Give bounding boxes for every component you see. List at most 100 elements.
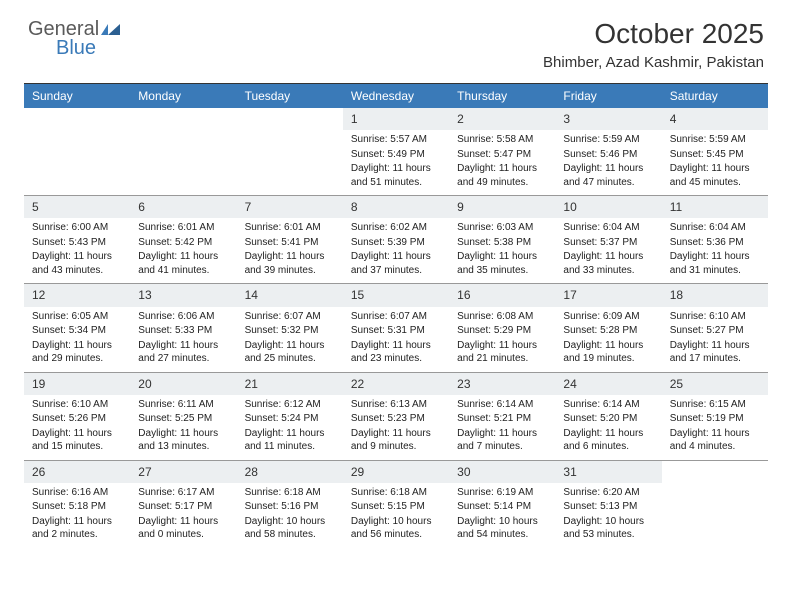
daylight-line: Daylight: 11 hours and 43 minutes.	[32, 250, 122, 277]
cell-body: Sunrise: 6:05 AMSunset: 5:34 PMDaylight:…	[24, 307, 130, 372]
daylight-line: Daylight: 11 hours and 23 minutes.	[351, 339, 441, 366]
week-row: 26Sunrise: 6:16 AMSunset: 5:18 PMDayligh…	[24, 461, 768, 548]
cell-body: Sunrise: 6:00 AMSunset: 5:43 PMDaylight:…	[24, 218, 130, 283]
daylight-line: Daylight: 11 hours and 15 minutes.	[32, 427, 122, 454]
daylight-line: Daylight: 11 hours and 47 minutes.	[563, 162, 653, 189]
sunset-line: Sunset: 5:14 PM	[457, 500, 547, 514]
date-number: 31	[555, 461, 661, 483]
date-number: 29	[343, 461, 449, 483]
calendar-cell	[237, 108, 343, 195]
sunrise-line: Sunrise: 6:01 AM	[138, 221, 228, 235]
cell-body: Sunrise: 6:07 AMSunset: 5:31 PMDaylight:…	[343, 307, 449, 372]
sunrise-line: Sunrise: 6:15 AM	[670, 398, 760, 412]
date-number: 2	[449, 108, 555, 130]
sunset-line: Sunset: 5:39 PM	[351, 236, 441, 250]
sunrise-line: Sunrise: 6:11 AM	[138, 398, 228, 412]
calendar-cell: 28Sunrise: 6:18 AMSunset: 5:16 PMDayligh…	[237, 461, 343, 548]
calendar-cell: 2Sunrise: 5:58 AMSunset: 5:47 PMDaylight…	[449, 108, 555, 195]
sunrise-line: Sunrise: 6:19 AM	[457, 486, 547, 500]
sunset-line: Sunset: 5:28 PM	[563, 324, 653, 338]
calendar-cell: 27Sunrise: 6:17 AMSunset: 5:17 PMDayligh…	[130, 461, 236, 548]
date-number: 12	[24, 284, 130, 306]
calendar-cell: 25Sunrise: 6:15 AMSunset: 5:19 PMDayligh…	[662, 373, 768, 460]
daylight-line: Daylight: 10 hours and 53 minutes.	[563, 515, 653, 542]
sunset-line: Sunset: 5:33 PM	[138, 324, 228, 338]
calendar-cell: 14Sunrise: 6:07 AMSunset: 5:32 PMDayligh…	[237, 284, 343, 371]
sunset-line: Sunset: 5:31 PM	[351, 324, 441, 338]
date-number: 7	[237, 196, 343, 218]
date-number: 16	[449, 284, 555, 306]
date-number: 3	[555, 108, 661, 130]
cell-body: Sunrise: 5:57 AMSunset: 5:49 PMDaylight:…	[343, 130, 449, 195]
cell-body: Sunrise: 6:03 AMSunset: 5:38 PMDaylight:…	[449, 218, 555, 283]
sunrise-line: Sunrise: 6:10 AM	[32, 398, 122, 412]
calendar-cell: 8Sunrise: 6:02 AMSunset: 5:39 PMDaylight…	[343, 196, 449, 283]
daylight-line: Daylight: 11 hours and 0 minutes.	[138, 515, 228, 542]
daylight-line: Daylight: 11 hours and 27 minutes.	[138, 339, 228, 366]
calendar-cell: 1Sunrise: 5:57 AMSunset: 5:49 PMDaylight…	[343, 108, 449, 195]
daylight-line: Daylight: 10 hours and 58 minutes.	[245, 515, 335, 542]
date-number: 15	[343, 284, 449, 306]
daylight-line: Daylight: 11 hours and 29 minutes.	[32, 339, 122, 366]
sunrise-line: Sunrise: 5:59 AM	[670, 133, 760, 147]
day-header-cell: Monday	[130, 84, 236, 108]
date-number: 19	[24, 373, 130, 395]
date-number: 11	[662, 196, 768, 218]
sunrise-line: Sunrise: 6:01 AM	[245, 221, 335, 235]
daylight-line: Daylight: 11 hours and 13 minutes.	[138, 427, 228, 454]
day-header-cell: Friday	[555, 84, 661, 108]
sunrise-line: Sunrise: 6:03 AM	[457, 221, 547, 235]
day-header-cell: Wednesday	[343, 84, 449, 108]
calendar-cell: 15Sunrise: 6:07 AMSunset: 5:31 PMDayligh…	[343, 284, 449, 371]
cell-body: Sunrise: 6:17 AMSunset: 5:17 PMDaylight:…	[130, 483, 236, 548]
daylight-line: Daylight: 11 hours and 2 minutes.	[32, 515, 122, 542]
sunset-line: Sunset: 5:23 PM	[351, 412, 441, 426]
date-number: 27	[130, 461, 236, 483]
daylight-line: Daylight: 11 hours and 7 minutes.	[457, 427, 547, 454]
sunrise-line: Sunrise: 6:05 AM	[32, 310, 122, 324]
date-number: 18	[662, 284, 768, 306]
date-number: 6	[130, 196, 236, 218]
sunrise-line: Sunrise: 6:14 AM	[457, 398, 547, 412]
sunrise-line: Sunrise: 6:07 AM	[245, 310, 335, 324]
sunrise-line: Sunrise: 6:00 AM	[32, 221, 122, 235]
sunrise-line: Sunrise: 6:18 AM	[245, 486, 335, 500]
date-number: 5	[24, 196, 130, 218]
cell-body: Sunrise: 6:06 AMSunset: 5:33 PMDaylight:…	[130, 307, 236, 372]
calendar-cell: 4Sunrise: 5:59 AMSunset: 5:45 PMDaylight…	[662, 108, 768, 195]
header: GeneralBlue October 2025 Bhimber, Azad K…	[0, 0, 792, 75]
weeks-container: 1Sunrise: 5:57 AMSunset: 5:49 PMDaylight…	[24, 108, 768, 548]
logo: GeneralBlue	[28, 18, 123, 60]
date-number: 20	[130, 373, 236, 395]
daylight-line: Daylight: 11 hours and 49 minutes.	[457, 162, 547, 189]
cell-body: Sunrise: 6:16 AMSunset: 5:18 PMDaylight:…	[24, 483, 130, 548]
cell-body: Sunrise: 6:01 AMSunset: 5:41 PMDaylight:…	[237, 218, 343, 283]
sunrise-line: Sunrise: 6:12 AM	[245, 398, 335, 412]
sunrise-line: Sunrise: 5:58 AM	[457, 133, 547, 147]
sunset-line: Sunset: 5:42 PM	[138, 236, 228, 250]
sunset-line: Sunset: 5:27 PM	[670, 324, 760, 338]
sunset-line: Sunset: 5:49 PM	[351, 148, 441, 162]
week-row: 5Sunrise: 6:00 AMSunset: 5:43 PMDaylight…	[24, 196, 768, 284]
week-row: 19Sunrise: 6:10 AMSunset: 5:26 PMDayligh…	[24, 373, 768, 461]
date-number: 23	[449, 373, 555, 395]
date-number: 10	[555, 196, 661, 218]
daylight-line: Daylight: 11 hours and 25 minutes.	[245, 339, 335, 366]
logo-flag-icon	[101, 22, 123, 41]
sunset-line: Sunset: 5:17 PM	[138, 500, 228, 514]
calendar-cell: 26Sunrise: 6:16 AMSunset: 5:18 PMDayligh…	[24, 461, 130, 548]
date-number: 30	[449, 461, 555, 483]
calendar-cell: 12Sunrise: 6:05 AMSunset: 5:34 PMDayligh…	[24, 284, 130, 371]
sunrise-line: Sunrise: 6:13 AM	[351, 398, 441, 412]
day-header-cell: Thursday	[449, 84, 555, 108]
daylight-line: Daylight: 11 hours and 41 minutes.	[138, 250, 228, 277]
date-number: 4	[662, 108, 768, 130]
cell-body: Sunrise: 6:04 AMSunset: 5:37 PMDaylight:…	[555, 218, 661, 283]
date-number: 21	[237, 373, 343, 395]
calendar-cell: 11Sunrise: 6:04 AMSunset: 5:36 PMDayligh…	[662, 196, 768, 283]
sunset-line: Sunset: 5:34 PM	[32, 324, 122, 338]
sunrise-line: Sunrise: 6:16 AM	[32, 486, 122, 500]
sunset-line: Sunset: 5:18 PM	[32, 500, 122, 514]
daylight-line: Daylight: 11 hours and 51 minutes.	[351, 162, 441, 189]
daylight-line: Daylight: 11 hours and 39 minutes.	[245, 250, 335, 277]
